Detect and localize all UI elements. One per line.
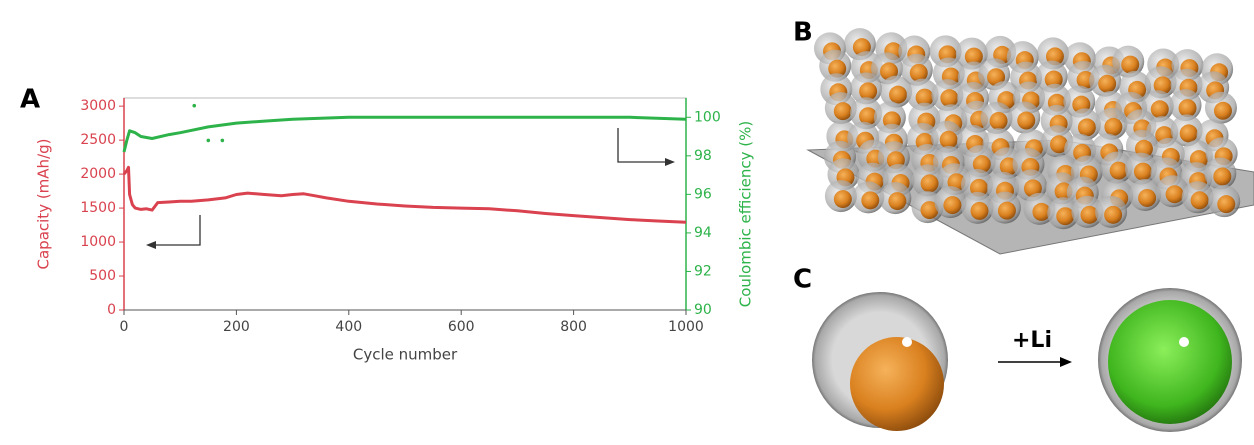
panel-label: C [793,265,812,295]
particle-core [939,130,958,149]
particle-core [1153,76,1172,95]
particle-core [970,201,989,220]
particle-core [833,190,852,209]
particle-core [920,201,939,220]
axis-arrow-head [665,158,675,166]
particle-core [943,196,962,215]
y-tick-label: 500 [89,268,116,284]
series-line [122,165,687,224]
core [1108,300,1232,424]
plot: 0 200 400 600 800 1000 0 500 1000 1500 2000 2500 300… [35,97,755,364]
highlight [1179,337,1189,347]
y2-tick-label: 94 [694,225,712,241]
point [220,138,225,143]
y-tick-label: 2500 [80,132,116,148]
y2-tick-label: 92 [694,263,712,279]
particle-core [940,89,959,108]
particle-core [1150,100,1169,119]
x-tick-label: 800 [560,319,587,335]
particle-illustration: +Li [812,288,1242,432]
x-tick-label: 600 [448,319,475,335]
particle-core [1023,179,1042,198]
particle-core [915,88,934,107]
y-tick-label: 0 [107,302,116,318]
particle-core [861,191,880,210]
y2-axis-label: Coulombic efficiency (%) [737,121,755,308]
particle-core [1165,185,1184,204]
particle-core [1213,167,1232,186]
axis-arrow [155,215,201,246]
series-line [122,115,687,153]
particle-core [972,155,991,174]
particle-core [997,201,1016,220]
particle-core [833,102,852,121]
y-tick-label: 1500 [80,200,116,216]
particle-core [1217,195,1236,214]
particle-core [1077,118,1096,137]
particle-core [920,174,939,193]
particle-core [1138,188,1157,207]
particle-core [1017,111,1036,130]
particle-core [1056,207,1075,226]
particle-core [1104,205,1123,224]
core [850,337,944,431]
particle-core [1190,191,1209,210]
particle-core [1121,55,1140,74]
particle-core [859,107,878,126]
x-tick-label: 400 [335,319,362,335]
particle-core [1133,162,1152,181]
panel-label: B [793,18,813,48]
point [192,103,197,108]
particle-core [1098,74,1117,93]
y-tick-label: 3000 [80,98,116,114]
y-axis-label: Capacity (mAh/g) [35,139,53,270]
axis-arrow [617,128,665,163]
particle-core [888,192,907,211]
particle-core [989,111,1008,130]
y2-tick-label: 90 [694,302,712,318]
particle-core [1104,117,1123,136]
particle-core [1049,135,1068,154]
particle-core [1080,205,1099,224]
x-tick-label: 0 [120,319,129,335]
axis-arrow-head [146,241,156,249]
arrow-head [1060,357,1072,367]
particle-core [828,59,847,78]
y-tick-label: 1000 [80,234,116,250]
electrode-illustration [806,28,1254,255]
highlight [902,337,912,347]
x-tick-label: 200 [223,319,250,335]
y2-tick-label: 100 [694,109,721,125]
particle-core [909,63,928,82]
particle-core [1109,161,1128,180]
particle-core [889,85,908,104]
plot-frame [123,97,687,311]
panel-label: A [20,85,40,115]
y2-tick-label: 96 [694,186,712,202]
particle-core [1032,202,1051,221]
particle-core [1178,99,1197,118]
particle-core [964,47,983,66]
particle-core [1213,101,1232,120]
particle-core [859,82,878,101]
particle-core [1179,124,1198,143]
particle-core [1044,70,1063,89]
y2-tick-label: 98 [694,148,712,164]
y-tick-label: 2000 [80,166,116,182]
x-tick-label: 1000 [668,319,704,335]
annotation: +Li [1012,328,1052,353]
point [206,138,211,143]
x-axis-label: Cycle number [353,346,458,364]
